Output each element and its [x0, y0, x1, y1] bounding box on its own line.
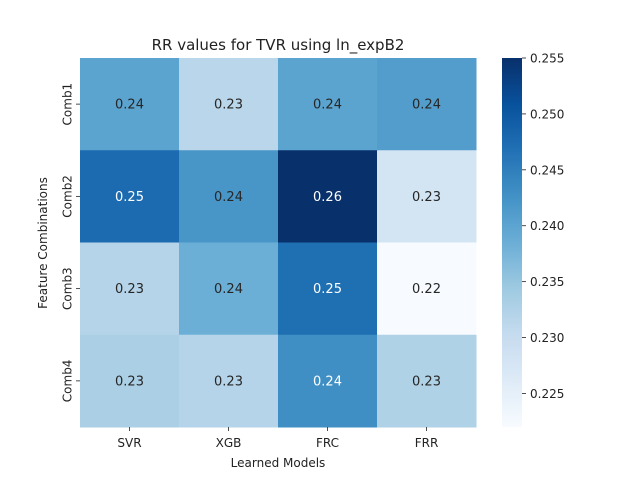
colorbar: 0.225 0.230 0.235 0.240 0.245 0.250 0.255	[502, 52, 564, 427]
heatmap-cell	[377, 242, 477, 336]
heatmap-cell	[80, 58, 180, 151]
colorbar-tick-label: 0.225	[530, 387, 564, 401]
heatmap-cells: 0.24 0.23 0.24 0.24 0.25 0.24 0.26 0.23 0.23 0.24…	[80, 58, 477, 428]
cell-value-label: 0.24	[412, 98, 441, 113]
colorbar-tick-label: 0.240	[530, 219, 564, 233]
heatmap-cell	[80, 150, 180, 243]
cell-value-label: 0.23	[214, 374, 243, 389]
cell-value-label: 0.24	[214, 190, 243, 205]
cell-value-label: 0.23	[115, 282, 144, 297]
heatmap-cell	[278, 242, 378, 336]
heatmap-cell	[278, 58, 378, 151]
x-tick-label: FRC	[316, 436, 339, 450]
heatmap-cell	[179, 334, 279, 428]
heatmap-cell	[377, 334, 477, 428]
x-axis-label: Learned Models	[231, 456, 326, 470]
chart-title: RR values for TVR using ln_expB2	[152, 36, 405, 55]
y-tick-label: Comb4	[61, 360, 75, 403]
cell-value-label: 0.23	[214, 98, 243, 113]
heatmap-cell	[179, 58, 279, 151]
heatmap-cell	[278, 150, 378, 243]
cell-value-label: 0.25	[313, 282, 342, 297]
cell-value-label: 0.26	[313, 190, 342, 205]
x-tick-label: SVR	[117, 436, 141, 450]
colorbar-tick-label: 0.245	[530, 163, 564, 177]
heatmap-cell	[377, 58, 477, 151]
cell-value-label: 0.24	[313, 374, 342, 389]
y-tick-label: Comb3	[61, 267, 75, 310]
cell-value-label: 0.25	[115, 190, 144, 205]
heatmap-cell	[278, 334, 378, 428]
colorbar-tick-label: 0.230	[530, 331, 564, 345]
cell-value-label: 0.24	[214, 282, 243, 297]
cell-value-label: 0.24	[115, 98, 144, 113]
heatmap-cell	[179, 150, 279, 243]
y-axis-label: Feature Combinations	[36, 177, 50, 309]
colorbar-gradient	[502, 58, 522, 427]
x-axis-ticks: SVR XGB FRC FRR	[117, 427, 438, 450]
y-tick-label: Comb2	[61, 175, 75, 218]
heatmap-cell	[80, 242, 180, 336]
cell-value-label: 0.23	[412, 190, 441, 205]
y-axis-ticks: Comb1 Comb2 Comb3 Comb4	[61, 83, 80, 403]
cell-value-label: 0.24	[313, 98, 342, 113]
heatmap-cell	[179, 242, 279, 336]
y-tick-label: Comb1	[61, 83, 75, 126]
colorbar-tick-label: 0.255	[530, 52, 564, 66]
x-tick-label: XGB	[216, 436, 242, 450]
colorbar-tick-label: 0.250	[530, 107, 564, 121]
x-tick-label: FRR	[415, 436, 439, 450]
colorbar-tick-label: 0.235	[530, 275, 564, 289]
heatmap-cell	[80, 334, 180, 428]
cell-value-label: 0.23	[115, 374, 144, 389]
cell-value-label: 0.23	[412, 374, 441, 389]
heatmap-cell	[377, 150, 477, 243]
cell-value-label: 0.22	[412, 282, 441, 297]
